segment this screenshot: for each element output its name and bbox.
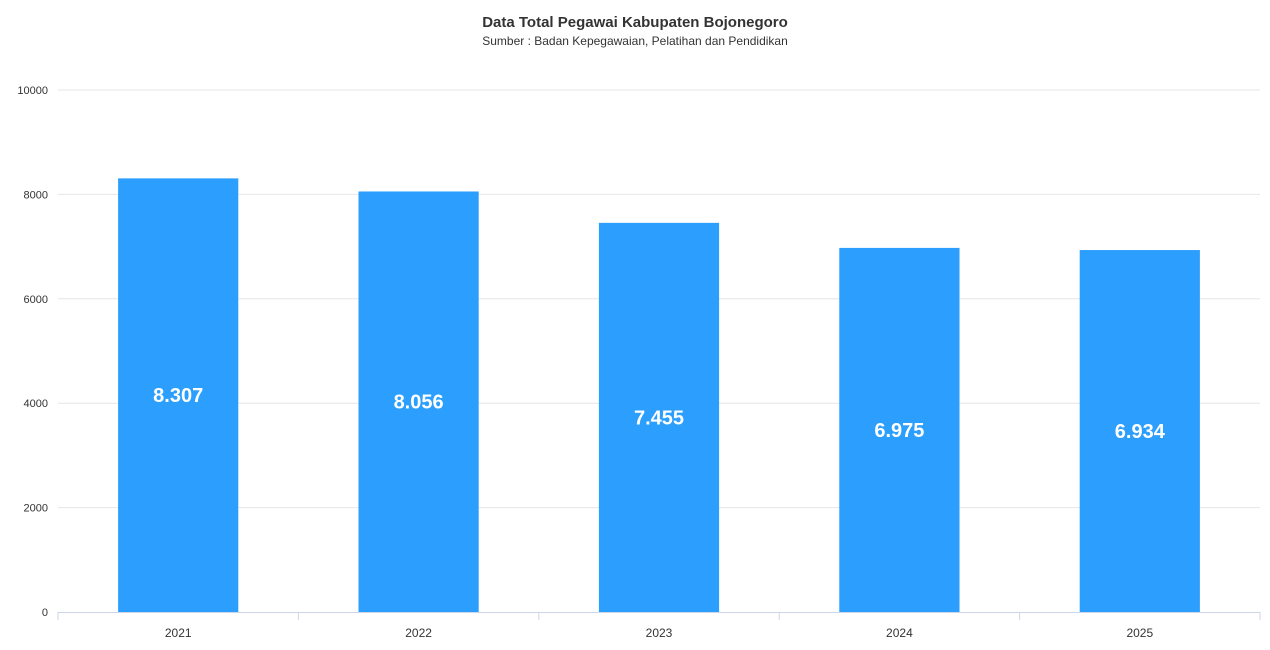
chart-title: Data Total Pegawai Kabupaten Bojonegoro bbox=[482, 14, 788, 31]
data-label: 6.934 bbox=[1115, 421, 1166, 443]
x-tick-label: 2025 bbox=[1126, 626, 1153, 640]
data-label: 8.307 bbox=[153, 385, 203, 407]
y-axis-ticks: 0 2000 4000 6000 8000 10000 bbox=[17, 85, 48, 619]
bar-2023[interactable] bbox=[598, 222, 720, 612]
x-tick-label: 2023 bbox=[646, 626, 673, 640]
y-tick-label: 4000 bbox=[24, 398, 48, 410]
bar-2022[interactable] bbox=[358, 191, 479, 612]
y-tick-label: 8000 bbox=[24, 189, 48, 201]
bar-2024[interactable] bbox=[839, 247, 960, 612]
data-label: 7.455 bbox=[634, 407, 684, 429]
bar-2025[interactable] bbox=[1079, 250, 1200, 612]
bar-2021[interactable] bbox=[118, 178, 239, 612]
x-tick-label: 2024 bbox=[886, 626, 913, 640]
y-tick-label: 2000 bbox=[24, 503, 48, 515]
chart-subtitle: Sumber : Badan Kepegawaian, Pelatihan da… bbox=[482, 34, 788, 48]
y-tick-label: 6000 bbox=[24, 294, 48, 306]
y-tick-label: 0 bbox=[42, 607, 48, 619]
data-label: 8.056 bbox=[394, 392, 444, 414]
x-axis: 2021 2022 2023 2024 2025 bbox=[57, 612, 1261, 640]
data-label: 6.975 bbox=[874, 420, 924, 442]
data-labels: 8.307 8.056 7.455 6.975 6.934 bbox=[153, 385, 1166, 443]
x-tick-label: 2021 bbox=[165, 626, 192, 640]
x-tick-label: 2022 bbox=[405, 626, 432, 640]
y-tick-label: 10000 bbox=[17, 85, 48, 97]
bars bbox=[118, 178, 1200, 612]
